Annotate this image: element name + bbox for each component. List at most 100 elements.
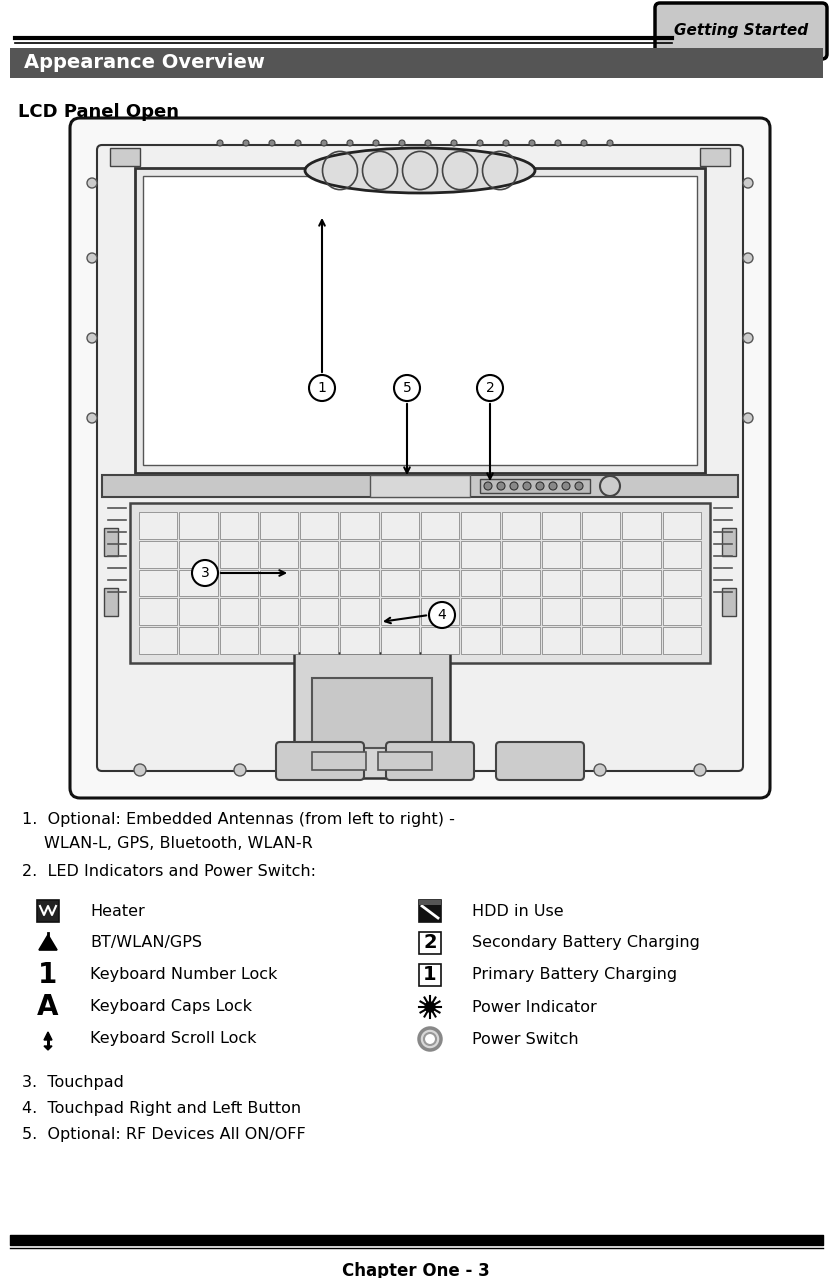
Bar xyxy=(381,570,419,597)
FancyBboxPatch shape xyxy=(97,144,743,771)
Bar xyxy=(663,512,701,539)
Bar xyxy=(541,570,580,597)
Text: 3: 3 xyxy=(201,566,209,580)
Text: 1: 1 xyxy=(317,381,327,395)
Bar xyxy=(130,504,710,663)
Circle shape xyxy=(575,482,583,489)
Circle shape xyxy=(562,482,570,489)
Bar xyxy=(378,751,432,771)
Circle shape xyxy=(192,560,218,587)
Bar xyxy=(421,570,459,597)
Text: WLAN-L, GPS, Bluetooth, WLAN-R: WLAN-L, GPS, Bluetooth, WLAN-R xyxy=(44,836,312,851)
Text: 4.  Touchpad Right and Left Button: 4. Touchpad Right and Left Button xyxy=(22,1102,301,1116)
Bar xyxy=(260,627,298,654)
Circle shape xyxy=(484,482,492,489)
Bar xyxy=(220,627,258,654)
Bar xyxy=(370,475,470,497)
Ellipse shape xyxy=(305,148,535,193)
Circle shape xyxy=(414,764,426,776)
Circle shape xyxy=(134,764,146,776)
Bar xyxy=(622,512,661,539)
Circle shape xyxy=(87,178,97,188)
Bar xyxy=(663,570,701,597)
Circle shape xyxy=(743,253,753,263)
Text: 4: 4 xyxy=(437,608,446,622)
Bar xyxy=(501,541,540,567)
Bar xyxy=(220,598,258,625)
Text: LCD Panel Open: LCD Panel Open xyxy=(18,104,179,121)
Circle shape xyxy=(321,141,327,146)
Bar xyxy=(541,541,580,567)
FancyBboxPatch shape xyxy=(70,118,770,797)
Bar xyxy=(501,512,540,539)
Circle shape xyxy=(600,475,620,496)
Bar xyxy=(341,512,379,539)
Bar xyxy=(419,964,441,987)
Bar xyxy=(135,167,705,473)
Circle shape xyxy=(87,253,97,263)
Circle shape xyxy=(217,141,223,146)
Bar xyxy=(541,512,580,539)
Bar xyxy=(622,627,661,654)
Bar xyxy=(622,570,661,597)
Bar xyxy=(139,541,177,567)
Bar xyxy=(139,598,177,625)
FancyBboxPatch shape xyxy=(496,743,584,780)
Bar xyxy=(341,541,379,567)
Circle shape xyxy=(269,141,275,146)
Circle shape xyxy=(429,602,455,627)
Bar xyxy=(139,627,177,654)
Text: Secondary Battery Charging: Secondary Battery Charging xyxy=(472,935,700,951)
Bar xyxy=(421,512,459,539)
Bar xyxy=(179,512,217,539)
Bar xyxy=(104,528,118,556)
Bar xyxy=(102,475,738,497)
Bar xyxy=(294,653,451,778)
Circle shape xyxy=(425,1002,435,1012)
Text: Power Switch: Power Switch xyxy=(472,1031,579,1047)
Bar xyxy=(104,588,118,616)
Bar xyxy=(139,570,177,597)
Text: 1: 1 xyxy=(423,965,436,984)
Circle shape xyxy=(555,141,561,146)
Bar xyxy=(312,679,432,748)
Bar xyxy=(700,148,730,166)
Circle shape xyxy=(743,334,753,343)
Bar xyxy=(622,541,661,567)
Circle shape xyxy=(581,141,587,146)
Circle shape xyxy=(87,413,97,423)
Bar xyxy=(501,570,540,597)
Circle shape xyxy=(523,482,531,489)
Bar xyxy=(541,627,580,654)
Bar xyxy=(10,49,823,78)
Bar xyxy=(220,512,258,539)
Bar xyxy=(663,627,701,654)
Bar xyxy=(421,627,459,654)
Bar xyxy=(260,541,298,567)
Bar xyxy=(421,541,459,567)
Text: Power Indicator: Power Indicator xyxy=(472,999,596,1015)
Text: Primary Battery Charging: Primary Battery Charging xyxy=(472,967,677,983)
Bar xyxy=(663,598,701,625)
Bar xyxy=(260,598,298,625)
Bar xyxy=(461,541,500,567)
FancyBboxPatch shape xyxy=(276,743,364,780)
Circle shape xyxy=(529,141,535,146)
Bar xyxy=(300,570,338,597)
Text: 1: 1 xyxy=(38,961,57,989)
Bar xyxy=(300,598,338,625)
Bar xyxy=(37,900,59,921)
Bar xyxy=(722,528,736,556)
Circle shape xyxy=(743,413,753,423)
Text: Keyboard Caps Lock: Keyboard Caps Lock xyxy=(90,999,252,1015)
Bar xyxy=(179,627,217,654)
Bar xyxy=(419,900,441,905)
Circle shape xyxy=(394,374,420,401)
Text: 2.  LED Indicators and Power Switch:: 2. LED Indicators and Power Switch: xyxy=(22,864,316,879)
Circle shape xyxy=(451,141,457,146)
Bar xyxy=(419,900,441,921)
Bar xyxy=(381,598,419,625)
Bar xyxy=(179,541,217,567)
FancyBboxPatch shape xyxy=(386,743,474,780)
Bar xyxy=(501,627,540,654)
